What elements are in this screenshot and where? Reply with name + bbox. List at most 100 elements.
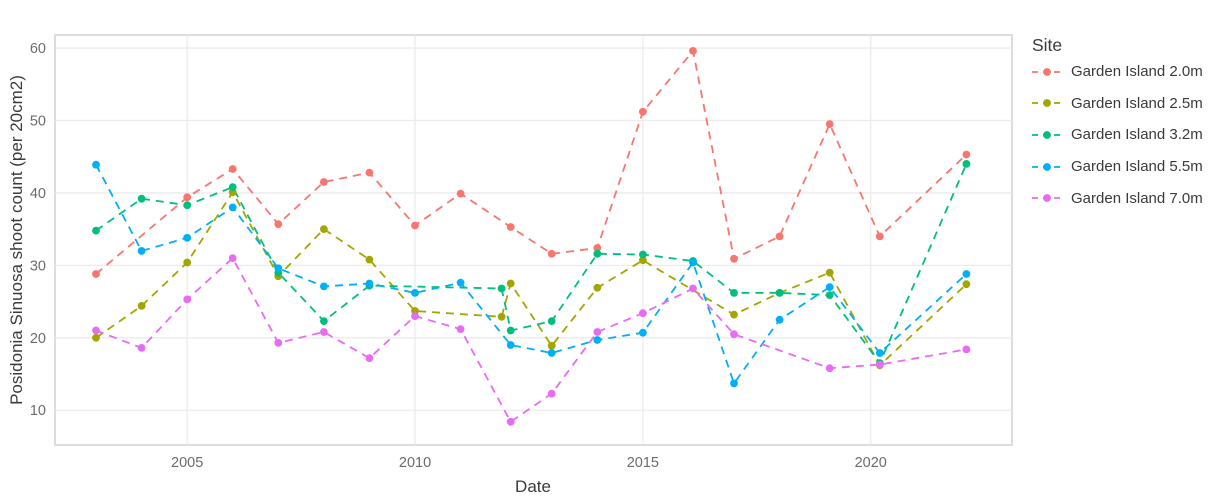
data-point xyxy=(775,315,784,324)
data-point xyxy=(962,345,971,354)
data-point xyxy=(962,150,971,159)
legend-key-icon xyxy=(1032,162,1062,171)
data-point xyxy=(547,349,556,357)
data-point xyxy=(92,326,100,335)
y-tick-label: 60 xyxy=(30,41,46,57)
data-point xyxy=(92,226,100,235)
y-tick-label: 20 xyxy=(30,331,46,347)
data-point xyxy=(456,189,465,198)
data-point xyxy=(730,330,738,339)
series-line xyxy=(95,48,968,275)
data-point xyxy=(730,379,738,388)
data-point xyxy=(320,178,328,186)
legend-entry: Garden Island 3.2m xyxy=(1032,119,1203,151)
data-point xyxy=(962,160,971,168)
data-point xyxy=(320,282,328,291)
data-point xyxy=(411,289,419,297)
data-point xyxy=(506,417,515,426)
x-tick-label: 2015 xyxy=(627,455,659,471)
series-line xyxy=(95,163,968,365)
legend-key-icon xyxy=(1032,131,1062,139)
data-point xyxy=(825,291,834,299)
data-point xyxy=(593,336,602,344)
data-point xyxy=(775,289,784,297)
data-point xyxy=(92,160,100,169)
data-point xyxy=(365,279,374,288)
data-point xyxy=(365,168,374,177)
data-point xyxy=(593,244,602,252)
y-tick-label: 40 xyxy=(30,186,46,202)
legend-key-icon xyxy=(1032,194,1062,203)
data-point xyxy=(547,249,556,258)
x-tick-label: 2020 xyxy=(855,455,887,471)
data-point xyxy=(875,360,884,369)
y-tick-label: 50 xyxy=(30,113,46,129)
x-tick-label: 2005 xyxy=(171,455,203,471)
data-point xyxy=(730,310,738,319)
x-axis-title: Date xyxy=(515,477,551,496)
data-point xyxy=(639,309,647,318)
data-point xyxy=(183,193,192,202)
legend-entry: Garden Island 7.0m xyxy=(1032,182,1203,214)
data-point xyxy=(228,203,237,212)
data-point xyxy=(183,233,192,242)
data-point xyxy=(962,280,971,289)
data-point xyxy=(547,341,556,350)
data-point xyxy=(274,339,283,347)
legend-entries: Garden Island 2.0m Garden Island 2.5m Gard… xyxy=(1032,56,1203,214)
data-point xyxy=(92,333,100,342)
data-point xyxy=(456,278,465,287)
data-point xyxy=(228,183,237,192)
data-point xyxy=(825,283,834,291)
data-point xyxy=(593,249,602,258)
data-point xyxy=(183,201,192,210)
data-point xyxy=(593,283,602,292)
data-point xyxy=(456,325,465,333)
legend-entry-label: Garden Island 2.5m xyxy=(1071,94,1203,112)
legend-entry-label: Garden Island 7.0m xyxy=(1071,189,1203,207)
data-point xyxy=(137,194,146,203)
data-point xyxy=(320,225,328,234)
legend-title: Site xyxy=(1032,35,1063,55)
data-point xyxy=(228,165,237,173)
data-point xyxy=(506,223,515,231)
data-point xyxy=(730,289,738,297)
legend-entry: Garden Island 2.0m xyxy=(1032,56,1203,88)
data-point xyxy=(547,389,556,398)
data-point xyxy=(689,284,697,293)
data-point xyxy=(547,317,556,325)
data-point xyxy=(689,258,697,267)
legend-entry-label: Garden Island 3.2m xyxy=(1071,126,1203,144)
legend-key-icon xyxy=(1032,99,1062,108)
data-point xyxy=(689,47,697,55)
data-point xyxy=(274,264,283,273)
data-point xyxy=(825,120,834,128)
data-point xyxy=(639,256,647,265)
data-point xyxy=(411,312,419,320)
data-point xyxy=(137,344,146,352)
data-point xyxy=(183,258,192,267)
data-point xyxy=(497,312,506,321)
data-point xyxy=(497,284,506,293)
data-point xyxy=(274,220,283,229)
data-point xyxy=(228,254,237,262)
x-tick-label: 2010 xyxy=(399,455,431,471)
data-point xyxy=(137,247,146,255)
data-point xyxy=(365,354,374,362)
data-point xyxy=(320,328,328,336)
series-line xyxy=(95,190,968,367)
data-point xyxy=(365,255,374,264)
legend-entry: Garden Island 5.5m xyxy=(1032,151,1203,183)
data-point xyxy=(506,341,515,349)
legend-key-icon xyxy=(1032,67,1062,76)
data-point xyxy=(320,317,328,325)
data-point xyxy=(137,302,146,310)
data-point xyxy=(962,270,971,278)
data-point xyxy=(506,279,515,288)
plot-panel xyxy=(54,34,1013,446)
data-point xyxy=(730,254,738,263)
data-point xyxy=(411,221,419,230)
data-point xyxy=(639,250,647,259)
